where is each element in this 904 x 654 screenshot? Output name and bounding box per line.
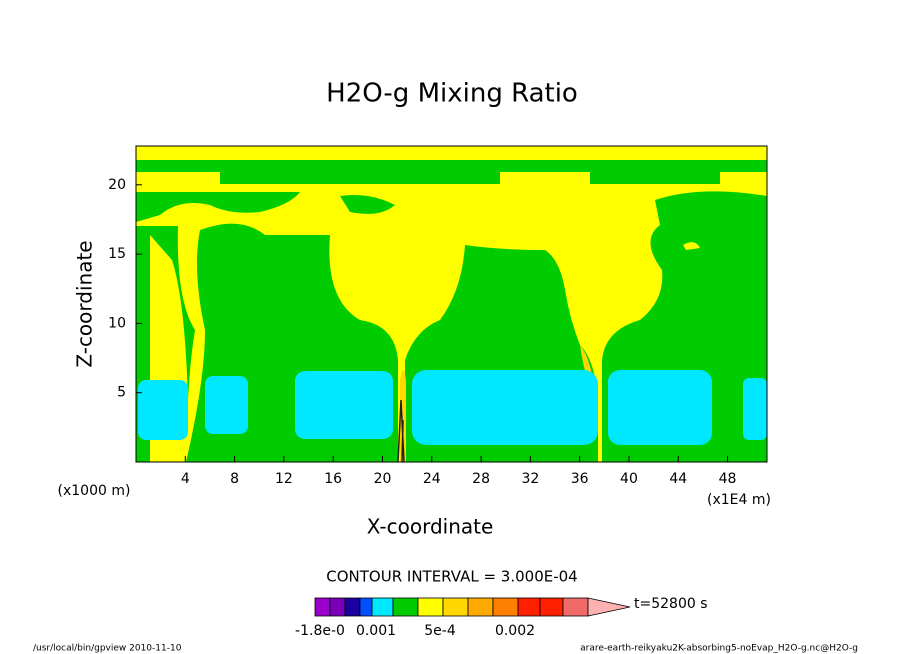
footer-left: /usr/local/bin/gpview 2010-11-10	[33, 644, 182, 654]
contour-line	[397, 399, 405, 463]
x-unit: (x1E4 m)	[707, 492, 771, 508]
x-tick-label: 44	[669, 471, 687, 487]
colorbar-cell	[417, 597, 444, 617]
colorbar-label: 0.001	[356, 623, 396, 639]
colorbar-cell	[467, 597, 494, 617]
colorbar-cell	[562, 597, 589, 617]
contour-interval: CONTOUR INTERVAL = 3.000E-04	[326, 568, 577, 586]
x-tick-label: 4	[181, 471, 190, 487]
time-label: t=52800 s	[634, 596, 708, 612]
colorbar-label: 0.002	[495, 623, 535, 639]
contour-region	[138, 380, 188, 440]
contour-region	[136, 226, 195, 462]
colorbar-cell	[442, 597, 469, 617]
colorbar-cell	[492, 597, 519, 617]
x-axis-label: X-coordinate	[367, 515, 494, 539]
contour-region	[340, 195, 395, 214]
contour-region	[743, 378, 767, 440]
contour-field	[135, 145, 768, 463]
x-tick-label: 36	[571, 471, 589, 487]
colorbar-arrow	[587, 597, 631, 617]
colorbar-cell	[539, 597, 564, 617]
y-tick-label: 10	[108, 315, 126, 331]
contour-region	[136, 192, 300, 222]
contour-region	[683, 242, 700, 250]
x-tick-label: 24	[423, 471, 441, 487]
y-tick-label: 20	[108, 177, 126, 193]
y-unit: (x1000 m)	[58, 483, 131, 499]
colorbar-cell	[344, 597, 361, 617]
x-tick-label: 8	[230, 471, 239, 487]
colorbar-cell	[517, 597, 541, 617]
plot-frame	[135, 145, 768, 463]
x-tick-label: 48	[719, 471, 737, 487]
y-tick-label: 5	[117, 385, 126, 401]
colorbar-label: -1.8e-0	[295, 623, 345, 639]
contour-region	[400, 370, 406, 462]
x-tick-label: 20	[374, 471, 392, 487]
colorbar-cell	[392, 597, 419, 617]
footer-right: arare-earth-reikyaku2K-absorbing5-noEvap…	[580, 644, 858, 654]
colorbar-cell	[329, 597, 346, 617]
contour-region	[295, 371, 393, 439]
chart-title: H2O-g Mixing Ratio	[326, 79, 578, 109]
colorbar-label: 5e-4	[424, 623, 456, 639]
y-tick-label: 15	[108, 246, 126, 262]
x-tick-label: 32	[521, 471, 539, 487]
colorbar-cell	[314, 597, 331, 617]
colorbar-cell	[371, 597, 394, 617]
contour-region	[136, 160, 767, 184]
y-axis-label: Z-coordinate	[73, 240, 97, 367]
x-tick-label: 16	[324, 471, 342, 487]
contour-region	[412, 370, 598, 445]
contour-region	[205, 376, 248, 434]
contour-region	[608, 370, 712, 445]
x-tick-label: 28	[472, 471, 490, 487]
x-tick-label: 12	[275, 471, 293, 487]
colorbar-cell	[359, 597, 373, 617]
x-tick-label: 40	[620, 471, 638, 487]
